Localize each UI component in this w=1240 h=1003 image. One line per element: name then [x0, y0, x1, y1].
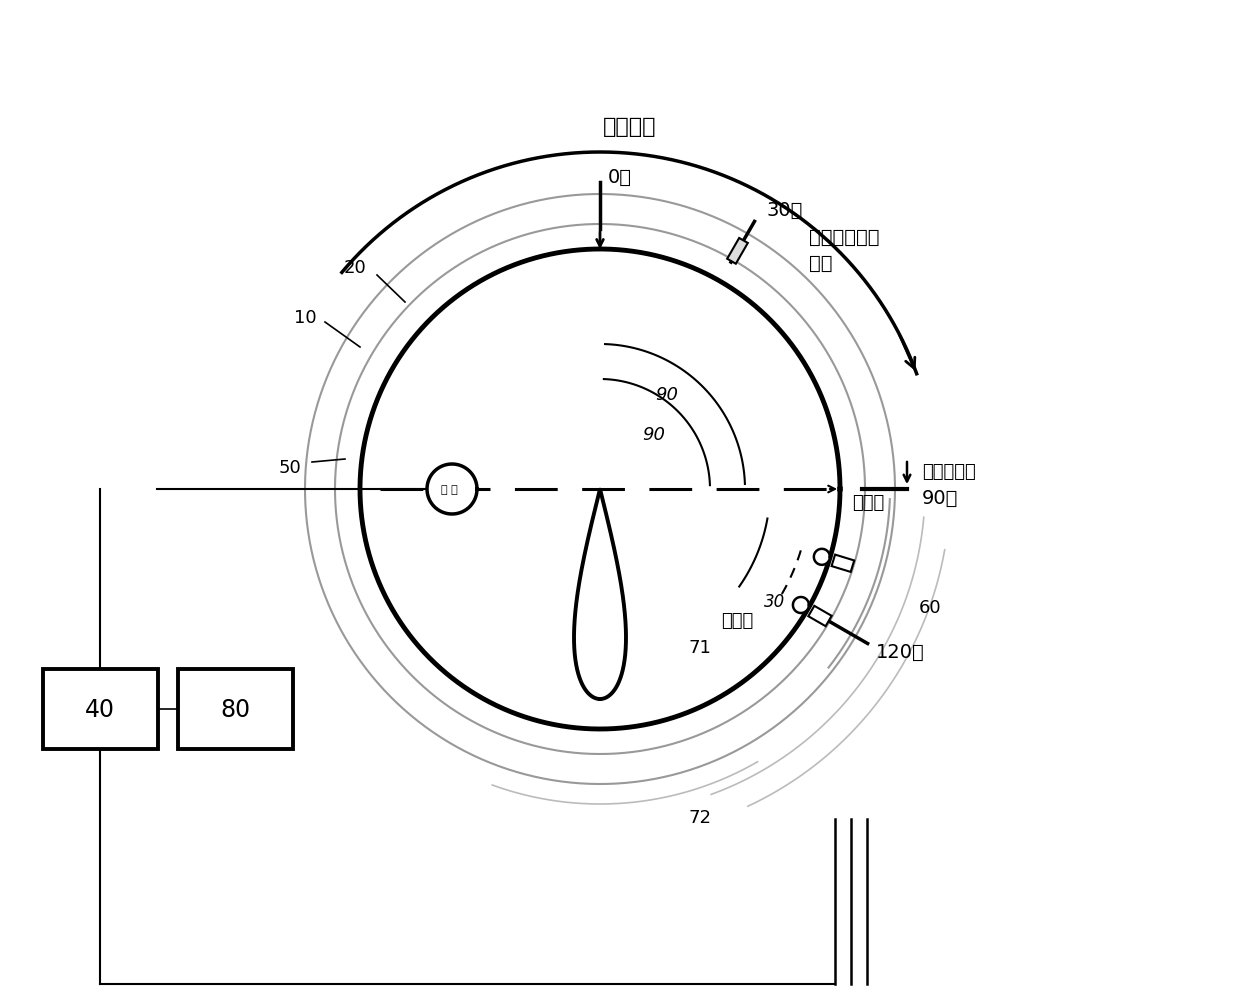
Text: 20: 20	[343, 259, 366, 277]
Text: 正常工作角度
范围: 正常工作角度 范围	[808, 228, 879, 273]
Polygon shape	[808, 606, 832, 627]
Polygon shape	[813, 550, 830, 566]
Text: 顺桨方向: 顺桨方向	[603, 117, 657, 136]
Polygon shape	[574, 490, 626, 699]
Text: 90: 90	[655, 385, 678, 403]
Text: 60: 60	[919, 599, 941, 617]
Text: 30度: 30度	[766, 201, 802, 220]
Text: 40: 40	[86, 697, 115, 721]
Bar	[177, 669, 293, 749]
Text: 71: 71	[688, 638, 712, 656]
Text: 120度: 120度	[875, 642, 924, 661]
Text: 10: 10	[294, 309, 316, 327]
Text: 50: 50	[279, 458, 301, 476]
Text: 90: 90	[642, 425, 665, 443]
Bar	[42, 669, 157, 749]
Polygon shape	[832, 555, 854, 573]
Text: 90度: 90度	[923, 488, 959, 507]
Text: 〈 〈: 〈 〈	[440, 484, 458, 494]
Text: 工作极限位: 工作极限位	[923, 462, 976, 480]
Text: 0度: 0度	[608, 168, 632, 187]
Text: 72: 72	[688, 808, 712, 826]
Text: 80: 80	[219, 697, 250, 721]
Polygon shape	[727, 239, 748, 265]
Polygon shape	[792, 598, 808, 614]
Text: 30: 30	[764, 593, 786, 611]
Text: 安全位: 安全位	[852, 493, 884, 512]
Text: 停止位: 停止位	[720, 612, 753, 629]
Polygon shape	[427, 464, 477, 515]
